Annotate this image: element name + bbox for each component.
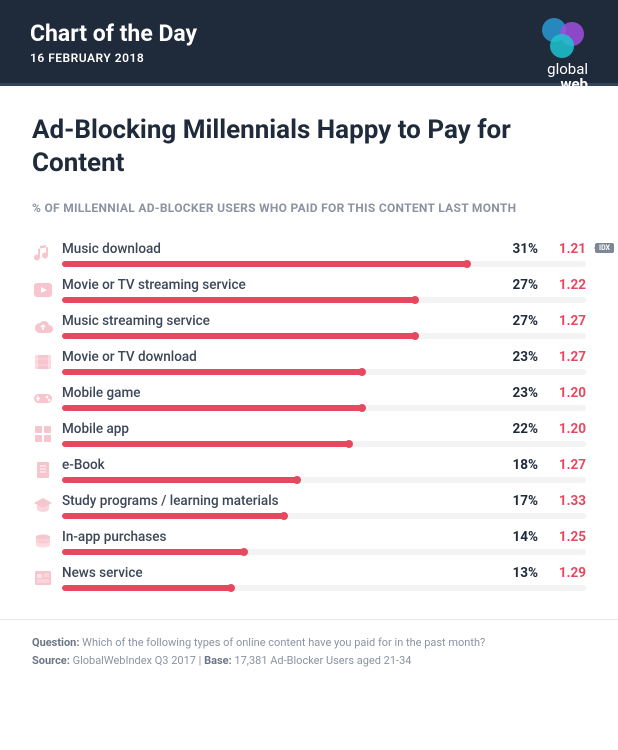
chart-title: Ad-Blocking Millennials Happy to Pay for… [32, 114, 586, 179]
music-icon [32, 241, 62, 269]
bar-fill [62, 297, 416, 303]
row-index: 1.27 [538, 313, 586, 329]
row-label: Movie or TV download [62, 349, 492, 365]
row-percent: 14% [492, 529, 538, 545]
bar-fill [62, 477, 298, 483]
row-index: 1.29 [538, 565, 586, 581]
bar-track [62, 549, 586, 555]
bar-track [62, 477, 586, 483]
youtube-icon [32, 277, 62, 305]
chart-row: Music download31%1.21IDX [32, 241, 586, 269]
row-percent: 22% [492, 421, 538, 437]
content-area: Ad-Blocking Millennials Happy to Pay for… [0, 86, 618, 619]
bar-chart: Music download31%1.21IDX Movie or TV stre… [32, 241, 586, 593]
logo-mark [538, 18, 588, 58]
chart-subtitle: % OF MILLENNIAL AD-BLOCKER USERS WHO PAI… [32, 201, 586, 215]
row-percent: 17% [492, 493, 538, 509]
row-index: 1.27 [538, 349, 586, 365]
cloud-icon [32, 313, 62, 341]
bar-track [62, 513, 586, 519]
row-label: Movie or TV streaming service [62, 277, 492, 293]
chart-row: In-app purchases14%1.25 [32, 529, 586, 557]
chart-row: Movie or TV download23%1.27 [32, 349, 586, 377]
row-label: Study programs / learning materials [62, 493, 492, 509]
row-label: Music streaming service [62, 313, 492, 329]
row-percent: 23% [492, 349, 538, 365]
chart-row: Movie or TV streaming service27%1.22 [32, 277, 586, 305]
row-percent: 23% [492, 385, 538, 401]
question-label: Question: [32, 636, 79, 649]
grad-icon [32, 493, 62, 521]
source-label: Source: [32, 654, 70, 667]
question-text: Which of the following types of online c… [79, 636, 485, 649]
chart-row: e-Book18%1.27 [32, 457, 586, 485]
idx-badge: IDX [595, 243, 614, 253]
logo-text: globalwebindex [538, 62, 588, 107]
chart-row: News service13%1.29 [32, 565, 586, 593]
bar-fill [62, 549, 245, 555]
coins-icon [32, 529, 62, 557]
base-label: Base: [204, 654, 232, 667]
bar-track [62, 405, 586, 411]
row-label: In-app purchases [62, 529, 492, 545]
bar-track [62, 261, 586, 267]
row-percent: 18% [492, 457, 538, 473]
row-percent: 31% [492, 241, 538, 257]
bar-track [62, 333, 586, 339]
row-index: 1.22 [538, 277, 586, 293]
chart-row: Mobile app22%1.20 [32, 421, 586, 449]
row-percent: 27% [492, 277, 538, 293]
bar-fill [62, 441, 350, 447]
header-title: Chart of the Day [30, 20, 588, 47]
row-index: 1.25 [538, 529, 586, 545]
bar-fill [62, 585, 232, 591]
row-index: 1.20 [538, 385, 586, 401]
source-text: GlobalWebIndex Q3 2017 | [70, 654, 204, 667]
row-index: 1.20 [538, 421, 586, 437]
header-date: 16 FEBRUARY 2018 [30, 51, 588, 65]
gamepad-icon [32, 385, 62, 413]
bar-fill [62, 333, 416, 339]
bar-track [62, 441, 586, 447]
row-index: 1.27 [538, 457, 586, 473]
bar-fill [62, 369, 363, 375]
row-label: e-Book [62, 457, 492, 473]
chart-row: Mobile game23%1.20 [32, 385, 586, 413]
row-percent: 27% [492, 313, 538, 329]
bar-fill [62, 405, 363, 411]
chart-row: Music streaming service27%1.27 [32, 313, 586, 341]
bar-track [62, 297, 586, 303]
row-label: Mobile app [62, 421, 492, 437]
brand-logo: globalwebindex [538, 18, 588, 107]
footer: Question: Which of the following types o… [0, 619, 618, 691]
base-text: 17,381 Ad-Blocker Users aged 21-34 [232, 654, 412, 667]
chart-row: Study programs / learning materials17%1.… [32, 493, 586, 521]
bar-fill [62, 513, 285, 519]
bar-track [62, 585, 586, 591]
bar-track [62, 369, 586, 375]
row-index: 1.33 [538, 493, 586, 509]
row-index: 1.21 [538, 241, 586, 257]
row-label: News service [62, 565, 492, 581]
film-icon [32, 349, 62, 377]
row-label: Mobile game [62, 385, 492, 401]
header: Chart of the Day 16 FEBRUARY 2018 global… [0, 0, 618, 83]
book-icon [32, 457, 62, 485]
bar-fill [62, 261, 468, 267]
grid-icon [32, 421, 62, 449]
news-icon [32, 565, 62, 593]
row-percent: 13% [492, 565, 538, 581]
row-label: Music download [62, 241, 492, 257]
